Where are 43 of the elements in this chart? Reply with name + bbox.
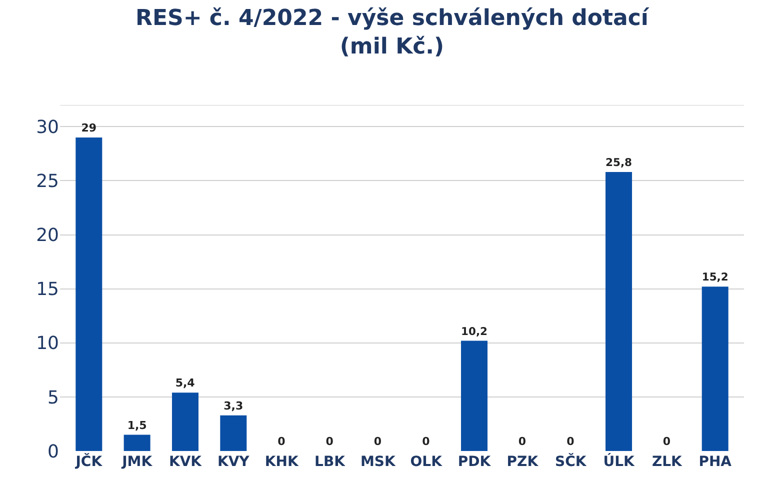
- bar: [76, 137, 102, 451]
- data-label: 0: [374, 435, 382, 448]
- y-tick-label: 25: [36, 170, 59, 192]
- y-tick-label: 5: [48, 387, 59, 408]
- x-tick-label: PDK: [458, 454, 492, 470]
- data-label: 0: [518, 435, 526, 448]
- data-label: 10,2: [461, 324, 488, 338]
- x-tick-label: LBK: [314, 454, 346, 470]
- x-tick-label: JČK: [74, 453, 104, 470]
- data-label: 5,4: [175, 376, 196, 390]
- x-tick-label: KVY: [217, 454, 250, 470]
- bar: [124, 434, 150, 451]
- y-tick-label: 20: [36, 225, 59, 246]
- data-label: 0: [566, 435, 575, 448]
- data-label: 3,3: [224, 399, 244, 412]
- data-label: 15,2: [702, 270, 728, 284]
- data-label: 0: [662, 435, 671, 448]
- x-tick-label: ZLK: [652, 454, 684, 470]
- data-label: 1,5: [127, 418, 147, 432]
- bar: [220, 415, 247, 451]
- x-tick-label: KVK: [168, 454, 203, 470]
- y-tick-label: 30: [36, 116, 59, 138]
- x-tick-label: KHK: [264, 454, 300, 470]
- data-label: 0: [278, 435, 286, 448]
- bar: [702, 286, 728, 451]
- x-tick-label: JMK: [121, 454, 154, 470]
- y-tick-label: 0: [48, 441, 59, 462]
- x-tick-label: SČK: [554, 453, 588, 470]
- x-tick-label: MSK: [360, 454, 396, 470]
- data-label: 29: [81, 121, 97, 134]
- chart-title: RES+ č. 4/2022 - výše schválených dotací (mil Kč.): [136, 6, 650, 60]
- bar: [606, 172, 632, 451]
- y-tick-label: 10: [36, 333, 59, 354]
- bar: [461, 340, 488, 451]
- data-label: 0: [326, 435, 334, 448]
- x-tick-label: PHA: [698, 454, 732, 470]
- data-label: 25,8: [606, 156, 632, 170]
- bar: [172, 392, 198, 451]
- x-tick-label: ÚLK: [603, 453, 636, 470]
- x-tick-label: OLK: [410, 454, 444, 470]
- y-tick-label: 15: [36, 279, 59, 300]
- x-tick-label: PZK: [506, 454, 540, 470]
- data-label: 0: [422, 435, 430, 448]
